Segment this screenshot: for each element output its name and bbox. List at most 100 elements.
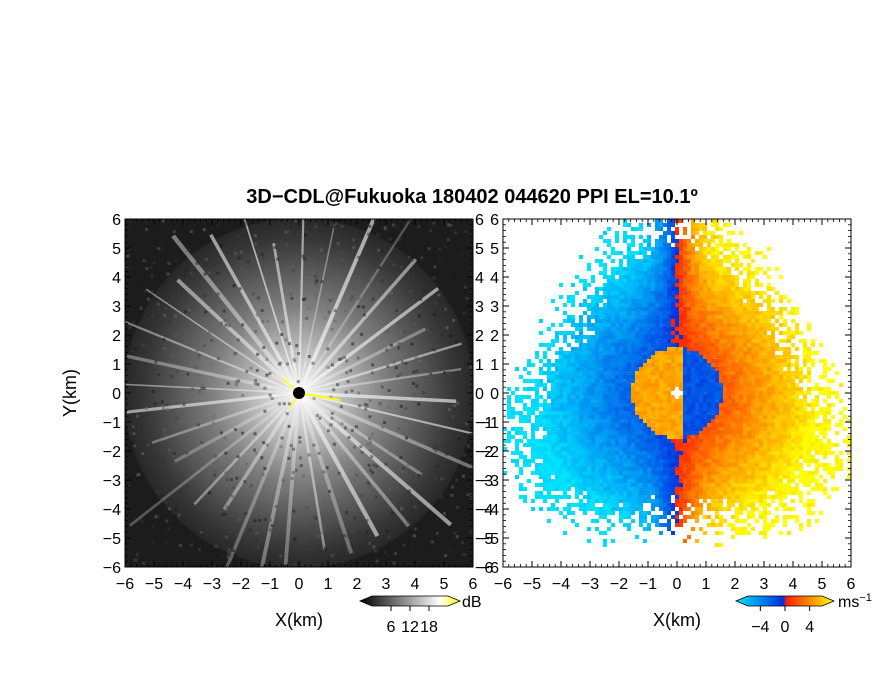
velocity-cell [619,319,623,323]
velocity-cell [563,479,567,483]
velocity-cell [679,471,683,475]
velocity-cell [547,479,551,483]
velocity-cell [731,343,735,347]
velocity-cell [735,247,739,251]
velocity-cell [703,339,707,343]
velocity-cell [611,283,615,287]
velocity-cell [739,327,743,331]
velocity-cell [819,407,823,411]
reflectivity-speckle [285,412,289,416]
velocity-cell [659,363,663,367]
reflectivity-speckle [455,506,459,509]
reflectivity-speckle [260,252,264,256]
velocity-cell [655,259,659,263]
velocity-cell [735,327,739,331]
velocity-cell [603,379,607,383]
velocity-cell [627,259,631,263]
velocity-cell [627,379,631,383]
velocity-cell [603,463,607,467]
velocity-cell [675,355,679,359]
reflectivity-speckle [141,531,145,535]
velocity-cell [663,263,667,267]
velocity-cell [787,363,791,367]
velocity-cell [583,407,587,411]
x-tick-label: −4 [174,576,192,593]
velocity-cell [719,447,723,451]
velocity-cell [675,363,679,367]
velocity-cell [571,463,575,467]
reflectivity-speckle [137,491,141,495]
velocity-cell [747,403,751,407]
velocity-cell [827,367,831,371]
velocity-cell [599,463,603,467]
reflectivity-ray [125,320,300,394]
velocity-cell [655,323,659,327]
velocity-cell [627,415,631,419]
velocity-cell [615,291,619,295]
velocity-cell [599,367,603,371]
velocity-cell [727,267,731,271]
velocity-cell [519,375,523,379]
reflectivity-speckle [295,344,299,348]
y-tick-label-right: 0 [475,386,484,403]
velocity-cell [663,447,667,451]
velocity-cell [723,483,727,487]
velocity-cell [615,279,619,283]
velocity-cell [583,371,587,375]
velocity-cell [707,427,711,431]
velocity-cell [619,495,623,499]
velocity-cell [623,311,627,315]
velocity-cell [767,347,771,351]
velocity-cell [759,491,763,495]
velocity-cell [823,415,827,419]
velocity-cell [659,367,663,371]
velocity-cell [627,243,631,247]
velocity-cell [547,363,551,367]
velocity-cell [683,271,687,275]
reflectivity-speckle [350,295,354,299]
velocity-cell [515,443,519,447]
velocity-cell [647,423,651,427]
velocity-cell [727,371,731,375]
velocity-cell [615,399,619,403]
velocity-cell [799,411,803,415]
reflectivity-speckle [277,550,281,554]
velocity-cell [659,235,663,239]
velocity-cell [587,403,591,407]
velocity-cell [807,327,811,331]
velocity-cell [607,355,611,359]
reflectivity-speckle [318,416,322,420]
reflectivity-speckle [175,370,179,374]
reflectivity-speckle [233,352,237,356]
velocity-cell [623,327,627,331]
velocity-cell [763,383,767,387]
reflectivity-speckle [297,352,300,356]
velocity-cell [599,415,603,419]
reflectivity-speckle [299,464,303,468]
velocity-cell [655,491,659,495]
velocity-cell [739,415,743,419]
velocity-cell [663,275,667,279]
velocity-cell [643,387,647,391]
velocity-cell [543,355,547,359]
velocity-cell [679,407,683,411]
velocity-cell [615,483,619,487]
velocity-cell [607,399,611,403]
velocity-cell [763,343,767,347]
reflectivity-speckle [224,471,228,475]
velocity-cell [659,371,663,375]
velocity-cell [799,471,803,475]
velocity-cell [799,467,803,471]
velocity-cell [647,243,651,247]
velocity-cell [607,487,611,491]
reflectivity-speckle [344,426,347,430]
velocity-cell [547,423,551,427]
velocity-cell [779,471,783,475]
velocity-cell [691,339,695,343]
velocity-cell [587,307,591,311]
velocity-cell [723,411,727,415]
reflectivity-ray [259,392,301,567]
velocity-cell [595,419,599,423]
velocity-cell [659,391,663,395]
velocity-cell [531,439,535,443]
